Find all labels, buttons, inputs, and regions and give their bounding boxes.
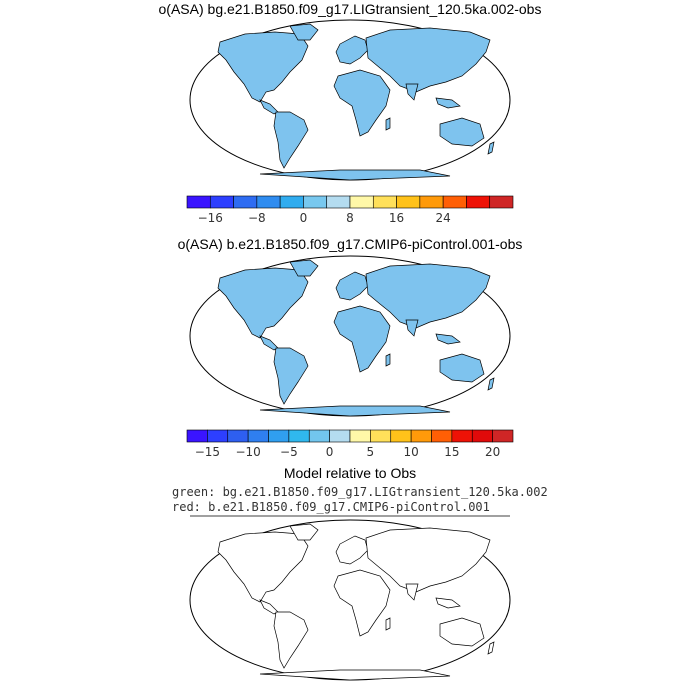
cb2-swatch [431,429,453,443]
legend-green-text: green: bg.e21.B1850.f09_g17.LIGtransient… [172,485,548,499]
cb1-swatch [326,195,351,209]
cb2-swatch [390,429,412,443]
cb2-tick-label: 15 [444,445,459,459]
cb1-swatch [209,195,234,209]
cb2-tick-label: −5 [280,445,298,459]
cb2-tick-label: 10 [403,445,418,459]
cb1-swatch [419,195,444,209]
cb2-swatch [349,429,371,443]
cb1-swatch [349,195,374,209]
cb1-tick-label: 16 [389,211,404,225]
panel2-title: o(ASA) b.e21.B1850.f09_g17.CMIP6-piContr… [177,236,523,252]
cb2-swatch [492,429,514,443]
cb1-tick-label: −8 [248,211,266,225]
cb1-tick-label: 24 [436,211,451,225]
cb2-swatch [288,429,310,443]
cb2-swatch [207,429,229,443]
cb2-swatch [308,429,330,443]
cb1-swatch [303,195,328,209]
cb2-tick-label: 5 [367,445,375,459]
cb1-swatch [442,195,467,209]
cb1-swatch [233,195,258,209]
cb2-tick-label: 20 [485,445,500,459]
colorbar-2: −15 −10 −5 0 5 10 15 20 [186,429,514,459]
map-panel-3 [189,519,511,681]
cb2-swatch [410,429,432,443]
cb2-tick-label: −10 [235,445,260,459]
map-panel-2 [189,255,511,417]
cb1-swatch [279,195,304,209]
cb2-tick-label: −15 [195,445,220,459]
map-panel-1 [189,19,511,181]
cb1-swatch [186,195,211,209]
cb1-swatch [372,195,397,209]
colorbar-1: −16 −8 0 8 16 24 [186,195,514,225]
panel1-title: o(ASA) bg.e21.B1850.f09_g17.LIGtransient… [158,1,542,17]
cb1-tick-label: 0 [300,211,308,225]
cb1-swatch [466,195,491,209]
legend-red-text: red: b.e21.B1850.f09_g17.CMIP6-piControl… [172,500,490,514]
cb2-swatch [186,429,208,443]
cb2-swatch [370,429,392,443]
cb2-swatch [227,429,249,443]
cb2-swatch [247,429,269,443]
cb1-swatch [256,195,281,209]
cb1-swatch [396,195,421,209]
cb1-tick-label: −16 [198,211,223,225]
cb2-swatch [268,429,290,443]
cb1-tick-label: 8 [346,211,354,225]
panel3-title: Model relative to Obs [283,465,417,481]
cb2-swatch [471,429,493,443]
cb2-swatch [329,429,351,443]
cb2-tick-label: 0 [326,445,334,459]
cb1-swatch [489,195,514,209]
cb2-swatch [451,429,473,443]
